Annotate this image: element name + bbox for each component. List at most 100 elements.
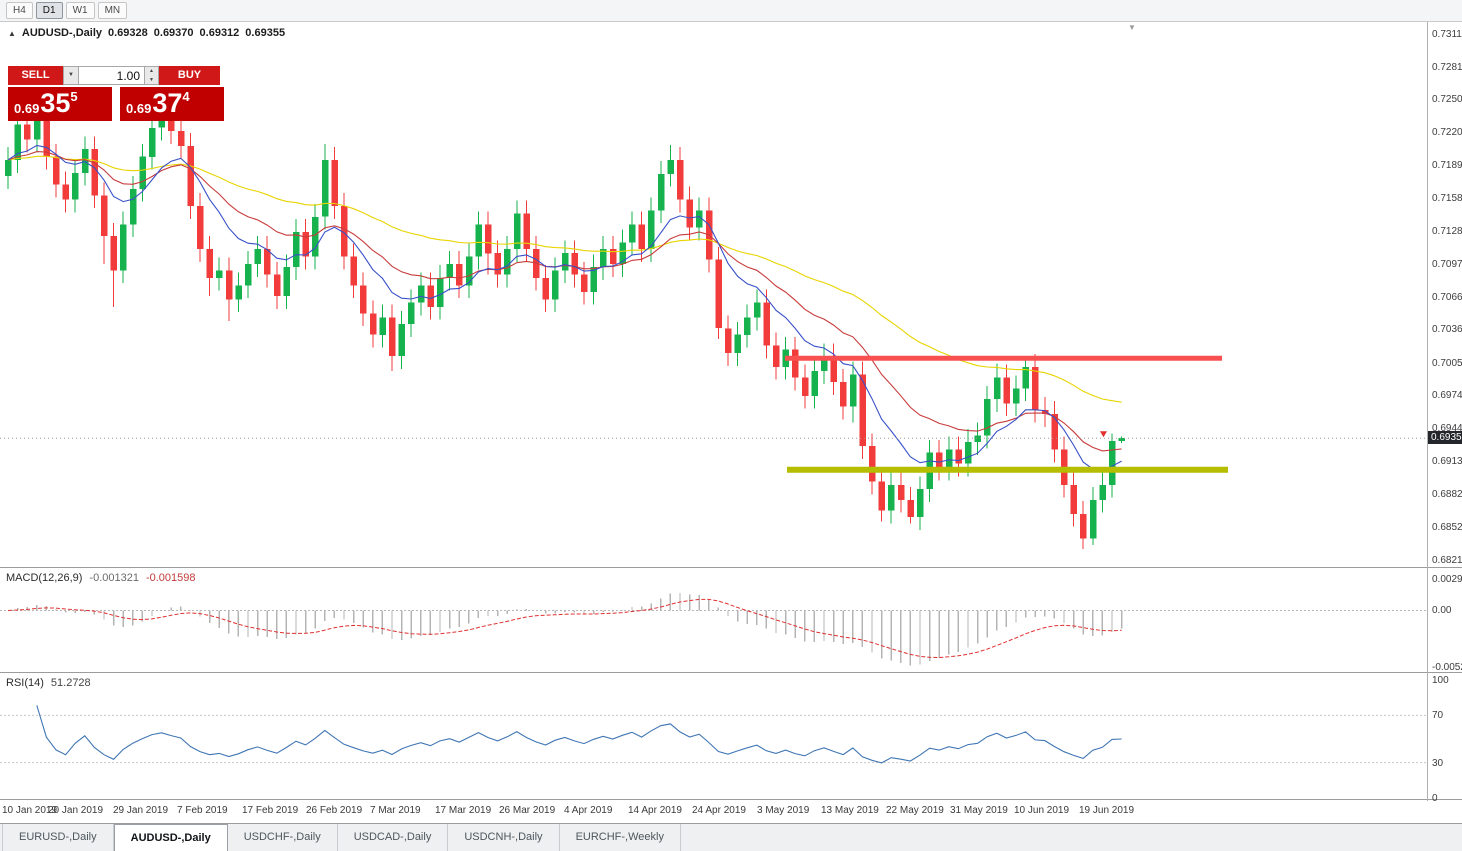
period-button-mn[interactable]: MN: [97, 2, 128, 19]
chart-shift-marker-icon[interactable]: ▼: [1128, 23, 1136, 32]
rsi-indicator-panel[interactable]: RSI(14) 51.2728 100 70 30 0: [0, 674, 1462, 804]
buy-price-sup: 4: [182, 89, 190, 104]
candle: [1013, 375, 1020, 417]
macd-label-row: MACD(12,26,9) -0.001321 -0.001598: [6, 572, 196, 584]
candle: [821, 343, 828, 384]
candle: [62, 171, 70, 213]
date-label: 10 Jan 2019: [2, 805, 58, 816]
candle: [312, 203, 319, 270]
buy-button[interactable]: BUY: [159, 66, 220, 85]
candle: [609, 236, 617, 277]
tab-usdcnh[interactable]: USDCNH-,Daily: [448, 824, 560, 851]
candle: [206, 236, 214, 297]
candle: [1070, 472, 1078, 527]
rsi-axis-label: 0: [1432, 793, 1438, 804]
candle: [427, 272, 434, 320]
candle: [542, 265, 550, 313]
period-button-d1[interactable]: D1: [35, 2, 63, 19]
rsi-name-label: RSI(14): [6, 677, 44, 689]
rsi-canvas: [0, 705, 1428, 764]
candle: [417, 272, 425, 316]
candle: [629, 211, 636, 256]
macd-indicator-panel[interactable]: MACD(12,26,9) -0.001321 -0.001598 0.002984…: [0, 569, 1462, 673]
tab-usdchf[interactable]: USDCHF-,Daily: [228, 824, 338, 851]
candle: [849, 361, 857, 423]
candle: [907, 487, 914, 524]
date-label: 29 Jan 2019: [113, 805, 169, 816]
volume-spinner-down-icon[interactable]: ▼: [145, 75, 158, 84]
candle: [523, 200, 530, 262]
rsi-label-row: RSI(14) 51.2728: [6, 677, 91, 689]
rsi-axis-label: 30: [1432, 758, 1444, 769]
sell-price-big: 35: [40, 88, 71, 118]
low-value: 0.69312: [199, 27, 240, 39]
candle: [744, 304, 751, 348]
candle: [5, 147, 12, 189]
candle: [600, 236, 607, 280]
candle: [120, 211, 127, 284]
candle: [475, 211, 482, 270]
volume-dropdown-button[interactable]: ▼: [63, 66, 79, 85]
candle: [456, 251, 463, 299]
slow-ma-line[interactable]: [7, 155, 1122, 403]
candle: [648, 197, 655, 262]
medium-ma-line[interactable]: [7, 151, 1122, 452]
tab-eurchf[interactable]: EURCHF-,Weekly: [560, 824, 681, 851]
candle: [1099, 472, 1106, 513]
price-axis-label: 0.70665: [1432, 292, 1462, 303]
candle: [53, 143, 60, 198]
candle: [888, 472, 895, 524]
sell-price-prefix: 0.69: [14, 101, 40, 116]
candle: [197, 193, 204, 262]
date-label: 26 Feb 2019: [306, 805, 363, 816]
candle: [869, 433, 876, 495]
candle: [513, 200, 521, 262]
candle: [811, 358, 818, 409]
sell-price-display[interactable]: 0.69 35 5: [8, 87, 112, 121]
date-label: 31 May 2019: [950, 805, 1008, 816]
tab-audusd[interactable]: AUDUSD-,Daily: [113, 824, 228, 851]
current-price-tag: 0.69355: [1428, 431, 1462, 444]
date-label: 20 Jan 2019: [48, 805, 104, 816]
rsi-axis-label: 70: [1432, 710, 1444, 721]
high-value: 0.69370: [153, 27, 194, 39]
candle: [245, 251, 252, 299]
candle: [917, 476, 924, 530]
price-axis-label: 0.69745: [1432, 390, 1462, 401]
sell-button[interactable]: SELL: [8, 66, 63, 85]
candle: [830, 343, 838, 395]
candle: [993, 363, 1001, 412]
time-axis[interactable]: 10 Jan 2019 20 Jan 2019 29 Jan 2019 7 Feb 2…: [0, 801, 1462, 823]
chart-symbol-label: AUDUSD-,Daily: [21, 27, 102, 39]
rsi-value: 51.2728: [50, 677, 91, 689]
macd-axis-label: 0.002984: [1432, 574, 1462, 585]
candle: [936, 439, 943, 481]
macd-signal-line: [7, 598, 1122, 659]
price-axis-separator: [1427, 22, 1428, 801]
fast-ma-line[interactable]: [7, 144, 1122, 473]
candle: [859, 361, 866, 460]
candle: [494, 240, 502, 288]
candle: [1041, 396, 1049, 427]
price-chart-panel[interactable]: ▲ AUDUSD-,Daily 0.69328 0.69370 0.69312 …: [0, 22, 1462, 568]
volume-spinner-up-icon[interactable]: ▲: [145, 67, 158, 76]
candle: [801, 364, 809, 409]
candle: [696, 197, 703, 241]
candle: [725, 315, 732, 366]
candle: [72, 159, 79, 213]
period-button-h4[interactable]: H4: [6, 2, 33, 19]
period-button-w1[interactable]: W1: [65, 2, 95, 19]
candle: [235, 272, 242, 313]
sell-price-sup: 5: [70, 89, 78, 104]
chart-ohlc-readout: ▲ AUDUSD-,Daily 0.69328 0.69370 0.69312 …: [8, 27, 285, 39]
buy-price-display[interactable]: 0.69 37 4: [120, 87, 224, 121]
tab-usdcad[interactable]: USDCAD-,Daily: [338, 824, 449, 851]
rsi-axis-label: 100: [1432, 675, 1449, 686]
date-label: 19 Jun 2019: [1079, 805, 1135, 816]
tab-eurusd[interactable]: EURUSD-,Daily: [2, 824, 114, 851]
volume-input[interactable]: [79, 66, 145, 85]
